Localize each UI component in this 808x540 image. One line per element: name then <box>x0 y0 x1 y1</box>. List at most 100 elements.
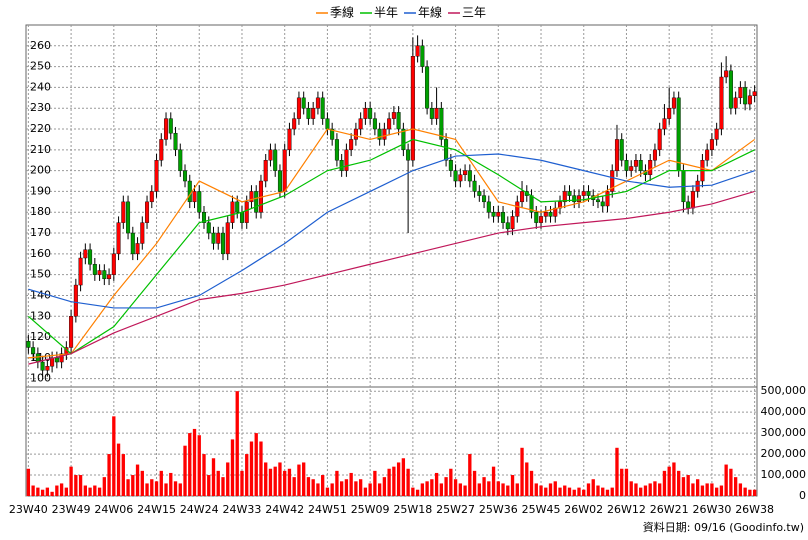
candle-body <box>463 170 468 175</box>
volume-bar <box>306 477 311 496</box>
volume-bar <box>311 479 315 496</box>
candle-body <box>149 191 154 203</box>
y-tick-label: 200 <box>30 164 51 177</box>
volume-bar <box>97 487 102 496</box>
volume-bar <box>55 485 59 496</box>
candle-body <box>126 201 131 234</box>
candle-body <box>629 166 634 171</box>
volume-bar <box>202 454 206 496</box>
volume-bar <box>173 481 178 496</box>
volume-bar <box>121 454 125 496</box>
y-tick-label: 100 <box>30 372 51 385</box>
candle-body <box>595 199 600 203</box>
volume-bar <box>681 477 686 496</box>
volume-bar <box>482 477 486 496</box>
candle-body <box>491 212 496 217</box>
volume-bar <box>477 483 481 496</box>
candle-body <box>539 216 544 223</box>
candle-body <box>686 201 691 209</box>
candle-body <box>605 191 610 207</box>
volume-bar <box>729 468 733 496</box>
candle-body <box>486 201 491 213</box>
volume-bar <box>50 491 54 496</box>
candle-body <box>505 222 510 230</box>
x-tick-label: 23W49 <box>52 503 91 516</box>
candle-body <box>273 149 278 171</box>
y-tick-label: 220 <box>30 122 51 135</box>
candle-body <box>249 191 254 203</box>
candle-body <box>211 232 216 244</box>
y-tick-label: 130 <box>30 309 51 322</box>
y2-tick-label: 0 <box>799 489 806 502</box>
volume-bar <box>710 483 714 496</box>
candle-body <box>477 191 482 196</box>
volume-bar <box>605 489 610 496</box>
candle-body <box>164 118 169 140</box>
candle-body <box>391 112 396 119</box>
candle-body <box>567 191 572 196</box>
candle-body <box>187 180 192 203</box>
volume-bar <box>577 487 581 496</box>
candle-body <box>501 212 506 223</box>
volume-bar <box>591 479 595 496</box>
volume-bar <box>221 477 225 496</box>
volume-bar <box>192 428 197 496</box>
candle-body <box>135 243 140 255</box>
candle-body <box>296 97 301 119</box>
volume-bar <box>102 477 106 496</box>
volume-bar <box>344 479 349 496</box>
y2-tick-label: 100,000 <box>761 468 807 481</box>
x-tick-label: 24W33 <box>223 503 262 516</box>
volume-bar <box>434 472 439 496</box>
volume-bar <box>230 439 235 496</box>
candle-body <box>239 212 244 223</box>
candle-body <box>363 108 368 119</box>
candle-body <box>387 118 392 130</box>
volume-bar <box>349 472 353 496</box>
volume-bar <box>88 487 92 496</box>
volume-bar <box>264 462 268 496</box>
volume-bar <box>164 483 168 496</box>
volume-bar <box>643 485 648 496</box>
candle-body <box>235 201 240 213</box>
volume-bar <box>667 466 671 496</box>
volume-bar <box>406 468 410 496</box>
candle-body <box>31 347 36 354</box>
volume-bar <box>534 483 538 496</box>
volume-bar <box>696 479 700 496</box>
candle-body <box>140 222 145 244</box>
x-tick-label: 24W24 <box>180 503 219 516</box>
volume-bar <box>358 479 363 496</box>
candle-body <box>600 201 605 207</box>
volume-bar <box>733 477 738 496</box>
candle-body <box>396 112 401 130</box>
volume-bar <box>691 483 695 496</box>
volume-bar <box>273 466 277 496</box>
candle-body <box>282 149 287 192</box>
candle-body <box>69 316 74 348</box>
candle-body <box>358 118 363 130</box>
volume-bar <box>339 481 344 496</box>
candle-body <box>97 270 102 275</box>
volume-bar <box>515 483 519 496</box>
volume-bar <box>321 475 325 496</box>
volume-bar <box>401 458 406 496</box>
volume-bar <box>325 487 330 496</box>
volume-bar <box>724 464 728 496</box>
volume-bar <box>159 470 163 496</box>
volume-bar <box>572 489 576 496</box>
volume-bar <box>126 479 130 496</box>
volume-bar <box>297 464 301 496</box>
candle-body <box>130 232 135 255</box>
volume-bar <box>188 433 192 496</box>
candle-body <box>458 174 463 182</box>
candle-body <box>26 341 31 348</box>
candle-body <box>107 274 112 280</box>
volume-bar <box>268 468 273 496</box>
candle-body <box>277 170 282 192</box>
candle-body <box>301 97 306 109</box>
y-tick-label: 150 <box>30 268 51 281</box>
volume-bar <box>330 483 334 496</box>
candle-body <box>705 149 710 161</box>
candle-body <box>377 128 382 140</box>
